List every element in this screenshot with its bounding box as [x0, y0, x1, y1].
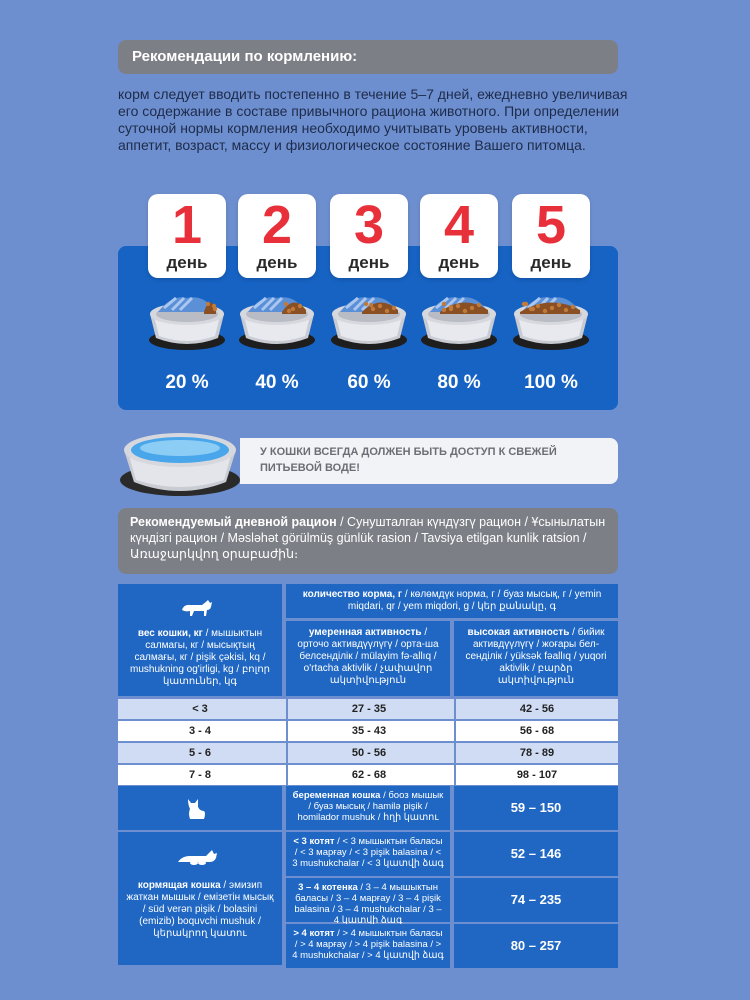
day-label: день [438, 253, 480, 272]
pregnant-icon-cell [118, 786, 282, 830]
high-cell: 78 - 89 [454, 743, 618, 763]
day-number: 4 [443, 195, 475, 255]
kitten-value: 74 – 235 [454, 878, 618, 922]
moderate-cell: 50 - 56 [286, 743, 450, 763]
kitten-label-bold: > 4 котят [293, 928, 335, 939]
day-card: 1 день [148, 194, 226, 278]
ration-title: Рекомендуемый дневной рацион / Сунушталг… [118, 508, 618, 574]
table-row: 3 - 4 35 - 43 56 - 68 [118, 721, 618, 741]
nursing-label-rest: / эмизип жаткан мышык / емізетін мысық /… [126, 880, 274, 939]
amount-header: количество корма, г / көлөмдүк норма, г … [286, 584, 618, 618]
cat-nursing-icon [178, 850, 217, 865]
food-bowl-icon [149, 296, 225, 350]
water-notice-line1: У КОШКИ ВСЕГДА ДОЛЖЕН БЫТЬ ДОСТУП К СВЕЖ… [260, 446, 557, 458]
nursing-label-bold: кормящая кошка [137, 880, 221, 891]
nursing-header: кормящая кошка / эмизип жаткан мышык / е… [118, 832, 282, 965]
pregnant-label-rest: / боoз мышык / буаз мысық / hamilə pişik… [297, 790, 444, 823]
water-notice-line2: ПИТЬЕВОЙ ВОДЕ! [260, 462, 360, 474]
food-bowl-icon [421, 296, 497, 350]
food-bowl-icon [513, 296, 589, 350]
kitten-label: > 4 котят / > 4 мышыктын баласы / > 4 ма… [286, 924, 450, 968]
day-number: 5 [535, 195, 567, 255]
day-card: 4 день [420, 194, 498, 278]
weight-header-bold: вес кошки, кг [137, 628, 203, 639]
kitten-label-rest: / 3 – 4 мышыктын баласы / 3 – 4 марғау /… [294, 882, 442, 926]
pregnant-label-bold: беременная кошка [292, 790, 381, 801]
section-title: Рекомендации по кормлению: [118, 40, 618, 74]
pregnant-value: 59 – 150 [454, 786, 618, 830]
day-card: 2 день [238, 194, 316, 278]
ration-title-rest: / Сунушталган күндүзгү рацион / Ұсынылат… [130, 515, 606, 561]
table-row: 7 - 8 62 - 68 98 - 107 [118, 765, 618, 785]
day-number: 1 [171, 195, 203, 255]
high-header-rest: / бийик активдүүлүгү / жоғары бел-сенділ… [465, 627, 607, 686]
kitten-label-rest: / < 3 мышыктын баласы / < 3 марғау / < 3… [292, 836, 444, 869]
day-label: день [256, 253, 298, 272]
moderate-header-bold: умеренная активность [308, 627, 422, 638]
high-cell: 98 - 107 [454, 765, 618, 785]
cat-walking-icon [182, 600, 212, 616]
food-bowl-icon [239, 296, 315, 350]
moderate-header: умеренная активность / орточо активдүүлү… [286, 621, 450, 696]
high-header-bold: высокая активность [467, 627, 570, 638]
cat-sitting-icon [188, 799, 205, 819]
kitten-label-bold: < 3 котят [293, 836, 335, 847]
day-card: 3 день [330, 194, 408, 278]
kitten-label-rest: / > 4 мышыктын баласы / > 4 марғау / > 4… [292, 928, 444, 961]
day-number: 3 [353, 195, 385, 255]
day-label: день [530, 253, 572, 272]
kitten-label-bold: 3 – 4 котенка [298, 882, 358, 893]
table-row: < 3 27 - 35 42 - 56 [118, 699, 618, 719]
table-row: 5 - 6 50 - 56 78 - 89 [118, 743, 618, 763]
moderate-header-rest: / орточо активдүүлүгү / орта-ша белсенді… [297, 627, 439, 686]
amount-header-rest: / көлөмдүк норма, г / буаз мысық, г / ye… [347, 589, 602, 612]
moderate-cell: 62 - 68 [286, 765, 450, 785]
water-notice: У КОШКИ ВСЕГДА ДОЛЖЕН БЫТЬ ДОСТУП К СВЕЖ… [240, 438, 618, 484]
day-label: день [166, 253, 208, 272]
high-cell: 56 - 68 [454, 721, 618, 741]
day-label: день [348, 253, 390, 272]
ration-title-bold: Рекомендуемый дневной рацион [130, 515, 337, 529]
weight-header: вес кошки, кг / мышыктын салмагы, кг / м… [118, 584, 282, 696]
food-bowl-icon [331, 296, 407, 350]
moderate-cell: 35 - 43 [286, 721, 450, 741]
weight-cell: 5 - 6 [188, 747, 211, 759]
day-percent: 80 % [437, 372, 481, 393]
day-card: 5 день [512, 194, 590, 278]
day-percent: 20 % [165, 372, 209, 393]
kitten-value: 52 – 146 [454, 832, 618, 876]
day-percent: 60 % [347, 372, 391, 393]
moderate-cell: 27 - 35 [286, 699, 450, 719]
kitten-label: < 3 котят / < 3 мышыктын баласы / < 3 ма… [286, 832, 450, 876]
intro-text: корм следует вводить постепенно в течени… [118, 86, 628, 153]
weight-cell: 7 - 8 [188, 769, 211, 781]
weight-header-rest: / мышыктын салмагы, кг / мысықтың салмағ… [129, 628, 271, 687]
water-bowl-icon [120, 433, 240, 496]
high-header: высокая активность / бийик активдүүлүгү … [454, 621, 618, 696]
day-percent: 100 % [524, 372, 578, 393]
kitten-label: 3 – 4 котенка / 3 – 4 мышыктын баласы / … [286, 878, 450, 926]
amount-header-bold: количество корма, г [302, 589, 403, 600]
weight-cell: < 3 [192, 703, 208, 715]
day-percent: 40 % [255, 372, 299, 393]
high-cell: 42 - 56 [454, 699, 618, 719]
pregnant-label: беременная кошка / боoз мышык / буаз мыс… [286, 786, 450, 830]
day-number: 2 [261, 195, 293, 255]
kitten-value: 80 – 257 [454, 924, 618, 968]
weight-cell: 3 - 4 [188, 725, 211, 737]
